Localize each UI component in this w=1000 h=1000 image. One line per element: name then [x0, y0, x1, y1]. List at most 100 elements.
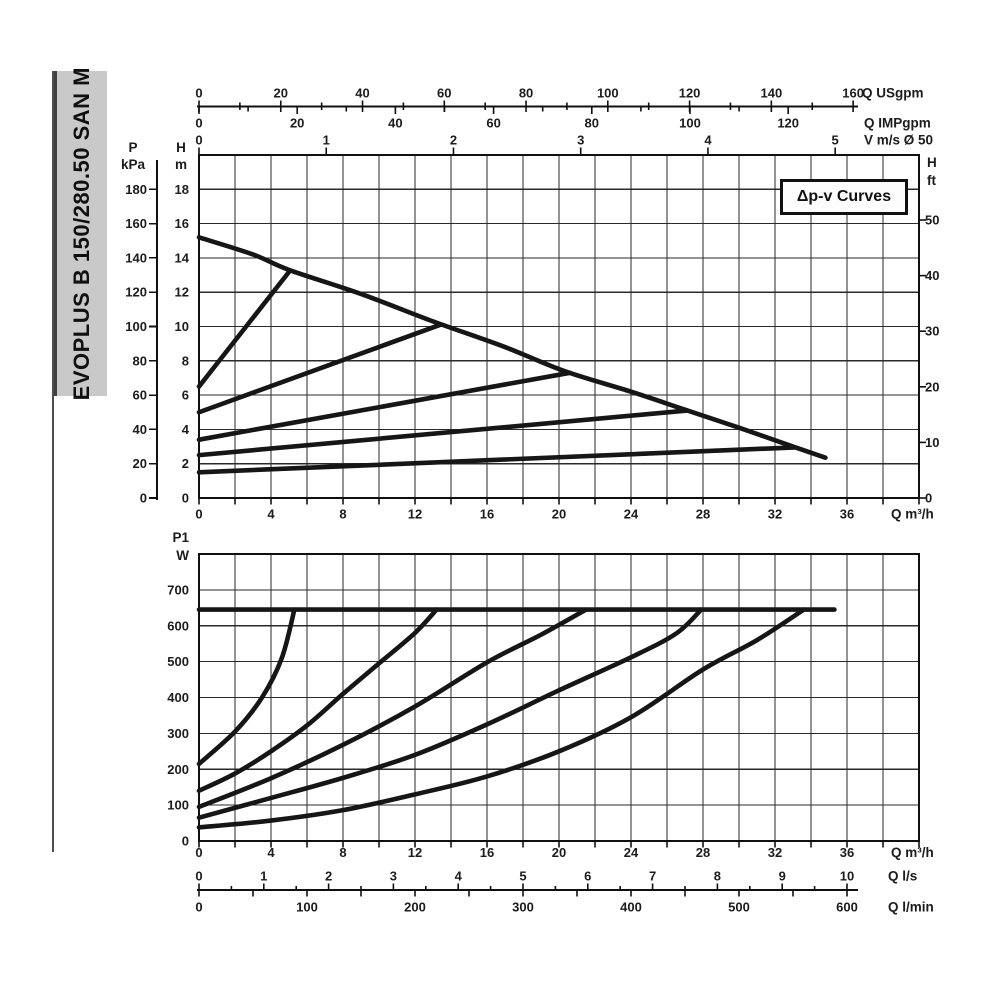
- ft-tick-label: 50: [925, 213, 939, 228]
- impgpm-tick-label: 80: [585, 116, 599, 131]
- q-unit-label: Q m³/h: [891, 507, 934, 522]
- h-m-tick-label: 10: [175, 319, 189, 334]
- usgpm-tick-label: 40: [355, 86, 369, 101]
- head-velocity-axis: 0 1 2 3 4 5 V m/s Ø 50: [195, 133, 933, 155]
- head-chart: 024681012141618Hm02040608010012014016018…: [121, 86, 939, 522]
- h-m-tick-label: 2: [182, 456, 189, 471]
- velocity-tick-label: 2: [450, 133, 457, 148]
- q-tick-label: 32: [768, 507, 782, 522]
- usgpm-tick-label: 160: [842, 86, 864, 101]
- usgpm-tick-label: 20: [274, 86, 288, 101]
- q-tick-label: 12: [408, 845, 422, 860]
- ft-tick-label: 0: [925, 491, 932, 506]
- head-chart-gridlines: [199, 155, 919, 498]
- ft-tick-label: 40: [925, 268, 939, 283]
- ls-tick-label: 8: [714, 869, 721, 884]
- velocity-tick-label: 0: [195, 133, 202, 148]
- watt-tick-label: 200: [167, 762, 189, 777]
- q-tick-label: 24: [624, 845, 639, 860]
- h-m-tick-label: 18: [175, 182, 189, 197]
- dpv-curves-badge-label: Δp-v Curves: [796, 188, 892, 205]
- watt-tick-label: 0: [182, 834, 189, 849]
- ls-tick-label: 10: [840, 869, 854, 884]
- q-tick-label: 8: [339, 845, 346, 860]
- h-axis-header: m: [175, 157, 187, 172]
- power-x-axis: 0 4 8 12 16 20 24 28 32 36 Q m³/h: [195, 841, 934, 860]
- ls-tick-label: 2: [325, 869, 332, 884]
- power-curve-3: [196, 607, 589, 810]
- ls-tick-label: 1: [260, 869, 267, 884]
- h-m-tick-label: 0: [182, 491, 189, 506]
- usgpm-tick-label: 0: [195, 86, 202, 101]
- ls-tick-label: 4: [455, 869, 463, 884]
- impgpm-tick-label: 0: [195, 116, 202, 131]
- q-tick-label: 28: [696, 507, 710, 522]
- ls-tick-label: 6: [584, 869, 591, 884]
- ls-tick-label: 9: [779, 869, 786, 884]
- ft-tick-label: 20: [925, 379, 939, 394]
- kpa-tick-label: 20: [133, 456, 147, 471]
- ls-tick-label: 5: [519, 869, 526, 884]
- kpa-tick-label: 180: [125, 182, 147, 197]
- h-m-tick-label: 6: [182, 388, 189, 403]
- watt-tick-label: 500: [167, 654, 189, 669]
- power-chart-curves: [196, 607, 837, 830]
- dpv-line-10m: [196, 322, 443, 415]
- h-axis-header: H: [176, 140, 186, 155]
- q-tick-label: 4: [267, 845, 275, 860]
- kpa-axis-header: P: [128, 140, 137, 155]
- q-tick-label: 0: [195, 507, 202, 522]
- q-tick-label: 36: [840, 845, 854, 860]
- dpv-line-7m: [196, 370, 573, 442]
- p1-axis-header: W: [176, 548, 189, 563]
- ft-axis-header: H: [927, 155, 937, 170]
- q-unit-label: Q m³/h: [891, 845, 934, 860]
- product-model-label: EVOPLUS B 150/280.50 SAN M: [69, 66, 94, 401]
- kpa-tick-label: 80: [133, 353, 147, 368]
- q-tick-label: 12: [408, 507, 422, 522]
- q-tick-label: 20: [552, 507, 566, 522]
- impgpm-tick-label: 40: [388, 116, 402, 131]
- sidebar-rule-line: [52, 71, 54, 852]
- usgpm-tick-label: 80: [519, 86, 533, 101]
- impgpm-tick-label: 20: [290, 116, 304, 131]
- velocity-tick-label: 3: [577, 133, 584, 148]
- kpa-tick-label: 60: [133, 388, 147, 403]
- h-m-tick-label: 14: [175, 250, 190, 265]
- power-curve-5: [196, 607, 807, 830]
- q-tick-label: 0: [195, 845, 202, 860]
- h-m-tick-label: 12: [175, 285, 189, 300]
- kpa-tick-label: 100: [125, 319, 147, 334]
- q-tick-label: 32: [768, 845, 782, 860]
- velocity-unit-label: V m/s Ø 50: [864, 133, 933, 148]
- lmin-tick-label: 200: [404, 900, 426, 915]
- usgpm-unit-label: Q USgpm: [862, 86, 924, 101]
- power-y-axis: 0 100 200 300 400 500 600 700 P1 W: [167, 530, 189, 849]
- q-tick-label: 20: [552, 845, 566, 860]
- lmin-tick-label: 300: [512, 900, 534, 915]
- dpv-line-5m: [196, 408, 690, 458]
- p1-axis-header: P1: [172, 530, 189, 545]
- impgpm-tick-label: 120: [777, 116, 799, 131]
- kpa-tick-label: 0: [140, 491, 147, 506]
- product-model-sidebar: EVOPLUS B 150/280.50 SAN M: [54, 67, 107, 400]
- power-ls-lmin-axis: 0 1 2 3 4 5 6 7 8 9 10 Q l/s 0 100 200 300 400 500 600 Q l/…: [195, 869, 933, 915]
- q-tick-label: 28: [696, 845, 710, 860]
- ls-tick-label: 0: [195, 869, 202, 884]
- head-x-axis: 0 4 8 12 16 20 24 28 32 36 Q m³/h: [195, 498, 934, 522]
- kpa-tick-label: 40: [133, 422, 147, 437]
- impgpm-tick-label: 100: [679, 116, 701, 131]
- lmin-unit-label: Q l/min: [888, 900, 934, 915]
- q-tick-label: 16: [480, 845, 494, 860]
- q-tick-label: 36: [840, 507, 854, 522]
- ft-axis-header: ft: [927, 173, 936, 188]
- power-chart-gridlines: [199, 554, 919, 841]
- kpa-tick-label: 160: [125, 216, 147, 231]
- watt-tick-label: 600: [167, 618, 189, 633]
- q-tick-label: 16: [480, 507, 494, 522]
- lmin-tick-label: 400: [620, 900, 642, 915]
